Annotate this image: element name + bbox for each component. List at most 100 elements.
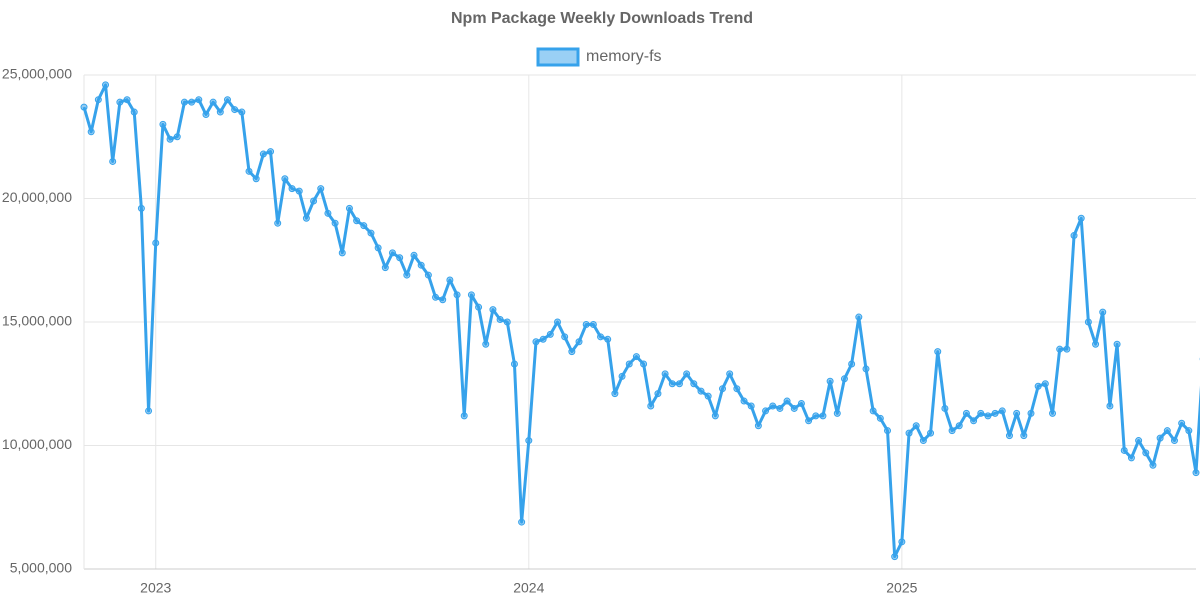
point [970,417,978,425]
point [762,407,770,415]
point [740,397,748,405]
point [116,98,124,106]
point [575,338,583,346]
point [396,254,404,262]
point [259,150,267,158]
point [338,249,346,257]
point [295,187,303,195]
point [1106,402,1114,410]
point [754,422,762,430]
point [145,407,153,415]
point [934,348,942,356]
point [231,106,239,114]
point [977,409,985,417]
line [82,83,1200,559]
point [274,219,282,227]
point [876,414,884,422]
point [223,96,231,104]
point [152,239,160,247]
point [561,333,569,341]
point [245,167,253,175]
point [360,222,368,230]
point [711,412,719,420]
y-tick-label: 15,000,000 [2,313,72,329]
point [1149,461,1157,469]
point [962,409,970,417]
point [1013,409,1021,417]
point [697,387,705,395]
point [840,375,848,383]
point [862,365,870,373]
point [998,407,1006,415]
point [1084,318,1092,326]
point [317,185,325,193]
point [238,108,246,116]
point [553,318,561,326]
point [647,402,655,410]
point [302,214,310,222]
point [518,518,526,526]
point [632,353,640,361]
x-tick-label: 2025 [886,580,917,596]
point [367,229,375,237]
point [123,96,131,104]
point [955,422,963,430]
point [891,553,899,561]
point [683,370,691,378]
point [1027,409,1035,417]
point [388,249,396,257]
point [173,133,181,141]
y-tick-label: 10,000,000 [2,436,72,452]
point [604,335,612,343]
point [525,437,533,445]
point [453,291,461,299]
point [410,251,418,259]
point [1170,437,1178,445]
point [1178,419,1186,427]
point [252,175,260,183]
point [1063,345,1071,353]
point [166,135,174,143]
point [1092,340,1100,348]
point [719,385,727,393]
point [202,111,210,119]
point [1192,469,1200,477]
point [159,120,167,128]
point [532,338,540,346]
point [618,372,626,380]
point [87,128,95,136]
point [381,264,389,272]
point [417,261,425,269]
point [991,409,999,417]
point [919,437,927,445]
point [812,412,820,420]
point [446,276,454,284]
point [109,157,117,165]
point [102,81,110,89]
point [675,380,683,388]
point [654,390,662,398]
point [1099,308,1107,316]
point [475,303,483,311]
point [826,377,834,385]
point [833,409,841,417]
point [733,385,741,393]
point [848,360,856,368]
point [489,306,497,314]
point [130,108,138,116]
point [805,417,813,425]
point [625,360,633,368]
point [310,197,318,205]
point [209,98,217,106]
point [195,96,203,104]
chart-title: Npm Package Weekly Downloads Trend [451,10,753,27]
point [403,271,411,279]
point [668,380,676,388]
point [776,404,784,412]
point [948,427,956,435]
point [496,316,504,324]
point [80,103,88,111]
point [869,407,877,415]
